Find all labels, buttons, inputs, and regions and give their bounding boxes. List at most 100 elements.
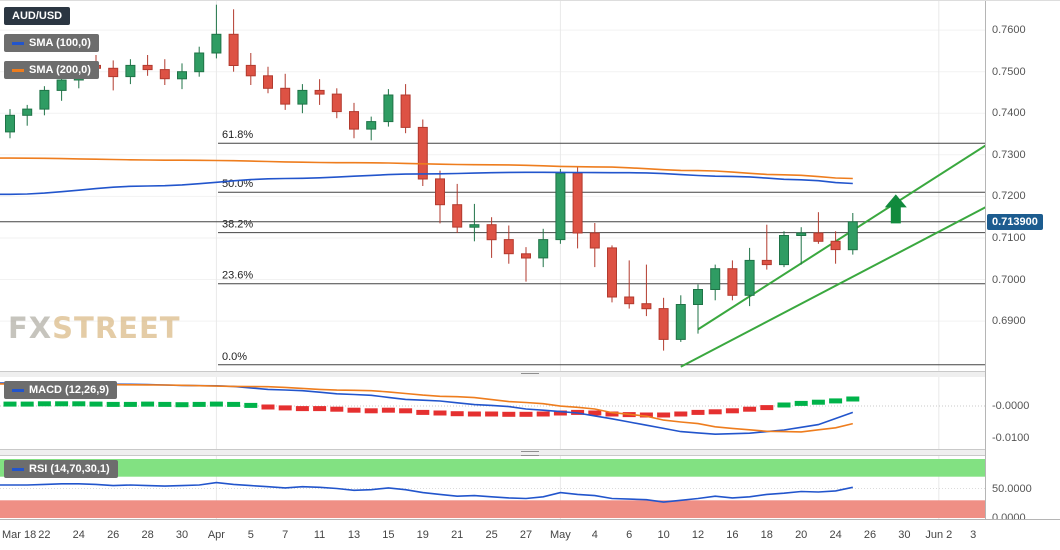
sma200-badge[interactable]: SMA (200,0) (4, 61, 99, 79)
candle (142, 64, 153, 71)
rsi-overbought-band (0, 459, 985, 477)
macd-histogram-bar (37, 401, 51, 407)
macd-histogram-bar (760, 405, 774, 411)
macd-histogram-bar (674, 411, 688, 417)
macd-histogram-bar (192, 401, 206, 407)
macd-histogram-bar (433, 410, 447, 416)
sma100-badge[interactable]: SMA (100,0) (4, 34, 99, 52)
panel-resize-handle[interactable] (521, 451, 539, 456)
candle (280, 87, 291, 105)
macd-badge[interactable]: MACD (12,26,9) (4, 381, 118, 399)
candle (177, 71, 187, 80)
candle (641, 303, 652, 310)
date-tick-label: 28 (141, 529, 154, 541)
macd-histogram-bar (519, 411, 533, 417)
candle (39, 89, 50, 110)
candle (572, 172, 583, 234)
candle (159, 69, 170, 80)
axis-tick-label: 0.7400 (992, 107, 1026, 120)
candle (710, 268, 721, 291)
date-tick-label: 25 (485, 529, 498, 541)
macd-histogram-bar (227, 401, 241, 407)
axis-tick-label: -0.0000 (992, 400, 1030, 412)
date-tick-label: 24 (72, 529, 85, 541)
candle (813, 232, 824, 242)
up-arrow-annotation (884, 194, 907, 224)
candle (194, 52, 205, 73)
rsi-line (0, 481, 853, 503)
candle (761, 259, 772, 266)
panel-separator (0, 449, 1060, 456)
macd-signal-line (0, 383, 853, 433)
date-tick-label: 16 (726, 529, 739, 541)
fib-label: 38.2% (222, 219, 253, 231)
rsi-panel[interactable] (0, 456, 985, 519)
candle (125, 64, 136, 78)
last-price-badge: 0.713900 (987, 213, 1043, 230)
candle (383, 94, 394, 123)
macd-histogram-bar (72, 401, 86, 407)
sma200-label: SMA (200,0) (29, 64, 91, 76)
macd-histogram-bar (553, 410, 567, 416)
candle (693, 289, 703, 305)
date-tick-label: Jun 2 (925, 529, 953, 541)
macd-histogram-bar (123, 401, 137, 407)
macd-histogram-bar (3, 401, 17, 407)
date-tick-label: 20 (795, 529, 808, 541)
macd-histogram-bar (278, 405, 292, 411)
date-tick-label: 21 (451, 529, 464, 541)
candle (779, 235, 789, 266)
candle (435, 178, 445, 206)
candle (400, 94, 411, 128)
candle (521, 253, 531, 259)
time-axis[interactable]: Mar 18 22 24 26 28 30 Apr 5 7 11 13 15 19 21 25 27 May 4 6… (0, 519, 1060, 550)
candle (538, 239, 549, 259)
rsi-label: RSI (14,70,30,1) (29, 463, 110, 475)
candle (108, 67, 119, 78)
candle (658, 308, 669, 340)
rsi-chart-surface[interactable] (0, 456, 985, 519)
macd-line-marker (12, 388, 24, 392)
macd-panel[interactable] (0, 377, 985, 449)
candle (624, 296, 635, 305)
macd-histogram-bar (467, 411, 481, 417)
date-tick-label: 19 (416, 529, 429, 541)
price-axis[interactable]: 0.713900 0.7600 0.7500 0.7400 0.7300 0.7200 0… (985, 1, 1060, 524)
candle (314, 89, 325, 95)
price-panel[interactable]: 61.8% 50.0% 38.2% 23.6% 0.0% FXSTREET (0, 1, 985, 371)
macd-histogram-bar (295, 406, 309, 412)
sma100-line (0, 171, 853, 196)
macd-histogram-bar (794, 400, 808, 406)
watermark-street: STREET (52, 311, 181, 345)
axis-tick-label: 0.7600 (992, 24, 1026, 37)
axis-tick-label: -0.0100 (992, 432, 1030, 444)
macd-histogram-bar (536, 411, 550, 417)
price-chart-surface[interactable]: 61.8%50.0%38.2%23.6%0.0% (0, 1, 985, 371)
symbol-badge[interactable]: AUD/USD (4, 7, 71, 25)
date-tick-label: 15 (382, 529, 395, 541)
watermark-fx: FX (8, 311, 53, 345)
candle (56, 79, 67, 91)
date-tick-label: 3 (970, 529, 977, 541)
macd-histogram-bar (743, 406, 757, 412)
macd-histogram-bar (725, 408, 739, 414)
macd-histogram-bar (485, 411, 499, 417)
candle (349, 111, 359, 130)
macd-histogram-bar (777, 402, 791, 408)
sma100-line-marker (12, 41, 24, 45)
candle (228, 33, 239, 66)
date-tick-label: May (550, 529, 571, 541)
date-tick-label: 22 (38, 529, 51, 541)
axis-tick-label: 0.6900 (992, 315, 1026, 328)
sma100-label: SMA (100,0) (29, 37, 91, 49)
macd-chart-surface[interactable] (0, 377, 985, 449)
sma200-line-marker (12, 68, 24, 72)
candle (211, 33, 222, 54)
macd-line (0, 382, 854, 436)
candle (744, 259, 755, 296)
candle (5, 114, 15, 133)
macd-histogram-bar (829, 398, 843, 404)
macd-histogram-bar (89, 401, 103, 407)
rsi-badge[interactable]: RSI (14,70,30,1) (4, 460, 118, 478)
macd-histogram-bar (158, 401, 172, 407)
